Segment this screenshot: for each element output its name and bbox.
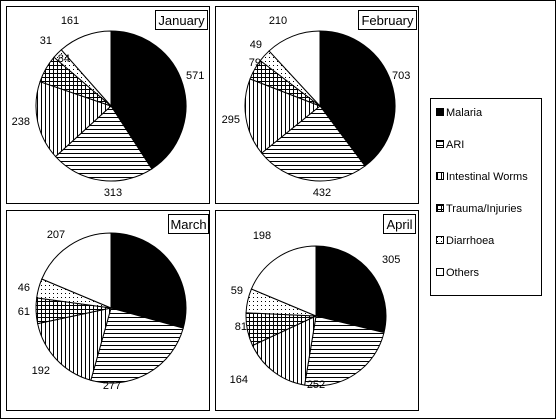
slice-ari: [260, 105, 366, 182]
slice-others: [60, 30, 112, 108]
title-box: [383, 214, 416, 234]
legend-label: Intestinal Worms: [446, 171, 528, 183]
value-label-ari: 313: [104, 187, 122, 199]
pie-chart-march: 3252771926146207March: [18, 214, 209, 392]
slice-others: [41, 232, 112, 309]
chart-title: March: [170, 217, 206, 232]
value-label-others: 207: [47, 229, 65, 241]
panel-frame-march: [6, 210, 210, 411]
value-label-trauma-injuries: 81: [235, 321, 247, 333]
slice-others: [268, 30, 321, 108]
value-label-others: 161: [61, 15, 79, 27]
pie-chart-january: 571 313 238 84 31 161 January: [12, 10, 208, 199]
slice-intestinal-worms: [251, 315, 317, 386]
value-label-intestinal-worms: 192: [32, 365, 50, 377]
chart-title: April: [386, 217, 412, 232]
slice-intestinal-worms: [244, 78, 321, 154]
value-label-malaria: 571: [186, 70, 204, 82]
slice-intestinal-worms: [37, 307, 112, 381]
legend-swatch: [436, 204, 444, 212]
value-label-trauma-injuries: 61: [18, 306, 30, 318]
legend-swatch: [436, 268, 444, 276]
slice-malaria: [110, 232, 187, 329]
title-box: [155, 10, 208, 30]
value-label-others: 198: [253, 230, 271, 242]
panel-frame-february: [215, 6, 419, 204]
slice-malaria: [319, 30, 396, 167]
value-label-diarrhoea: 31: [40, 35, 52, 47]
slice-ari: [304, 315, 385, 387]
panel-frame-january: [6, 6, 210, 204]
slice-ari: [54, 105, 153, 182]
legend-swatch: [436, 140, 444, 148]
value-label-trauma-injuries: 79: [249, 57, 261, 69]
legend-item-diarrhoea: Diarrhoea: [436, 235, 495, 247]
value-label-malaria: 703: [392, 70, 410, 82]
title-box: [168, 214, 209, 234]
legend-item-intestinal-worms: Intestinal Worms: [436, 171, 528, 183]
value-label-malaria: 305: [382, 254, 400, 266]
legend-label: Others: [446, 267, 480, 279]
legend-swatch: [436, 236, 444, 244]
value-label-intestinal-worms: 238: [12, 116, 30, 128]
value-label-intestinal-worms: 295: [222, 114, 240, 126]
value-label-others: 210: [269, 15, 287, 27]
pie-chart-april: 305 252 164 81 59 198 April: [230, 214, 416, 391]
slice-ari: [90, 307, 184, 384]
value-label-diarrhoea: 59: [231, 285, 243, 297]
value-label-trauma-injuries: 84: [58, 53, 70, 65]
legend-swatch: [436, 172, 444, 180]
legend-item-ari: ARI: [436, 139, 464, 151]
legend-item-trauma-injuries: Trauma/Injuries: [436, 203, 523, 215]
chart-title: February: [361, 13, 414, 28]
legend-item-others: Others: [436, 267, 480, 279]
legend-box: [430, 98, 542, 296]
slice-malaria: [315, 245, 387, 334]
title-box: [358, 10, 417, 30]
panel-frame-april: [215, 210, 419, 411]
legend-swatch: [436, 108, 444, 116]
chart-title: January: [158, 13, 205, 28]
value-label-diarrhoea: 49: [250, 39, 262, 51]
legend-label: Trauma/Injuries: [446, 203, 523, 215]
slice-others: [250, 245, 317, 317]
value-label-diarrhoea: 46: [18, 282, 30, 294]
value-label-ari: 277: [103, 380, 121, 392]
value-label-intestinal-worms: 164: [230, 374, 248, 386]
slice-intestinal-worms: [35, 81, 112, 158]
legend-label: Diarrhoea: [446, 235, 495, 247]
value-label-ari: 432: [313, 187, 331, 199]
legend-label: Malaria: [446, 107, 483, 119]
legend-item-malaria: Malaria: [436, 107, 483, 119]
value-label-ari: 252: [307, 379, 325, 391]
legend-label: ARI: [446, 139, 464, 151]
pie-chart-february: 703 432 295 79 49 210 February: [222, 10, 417, 199]
